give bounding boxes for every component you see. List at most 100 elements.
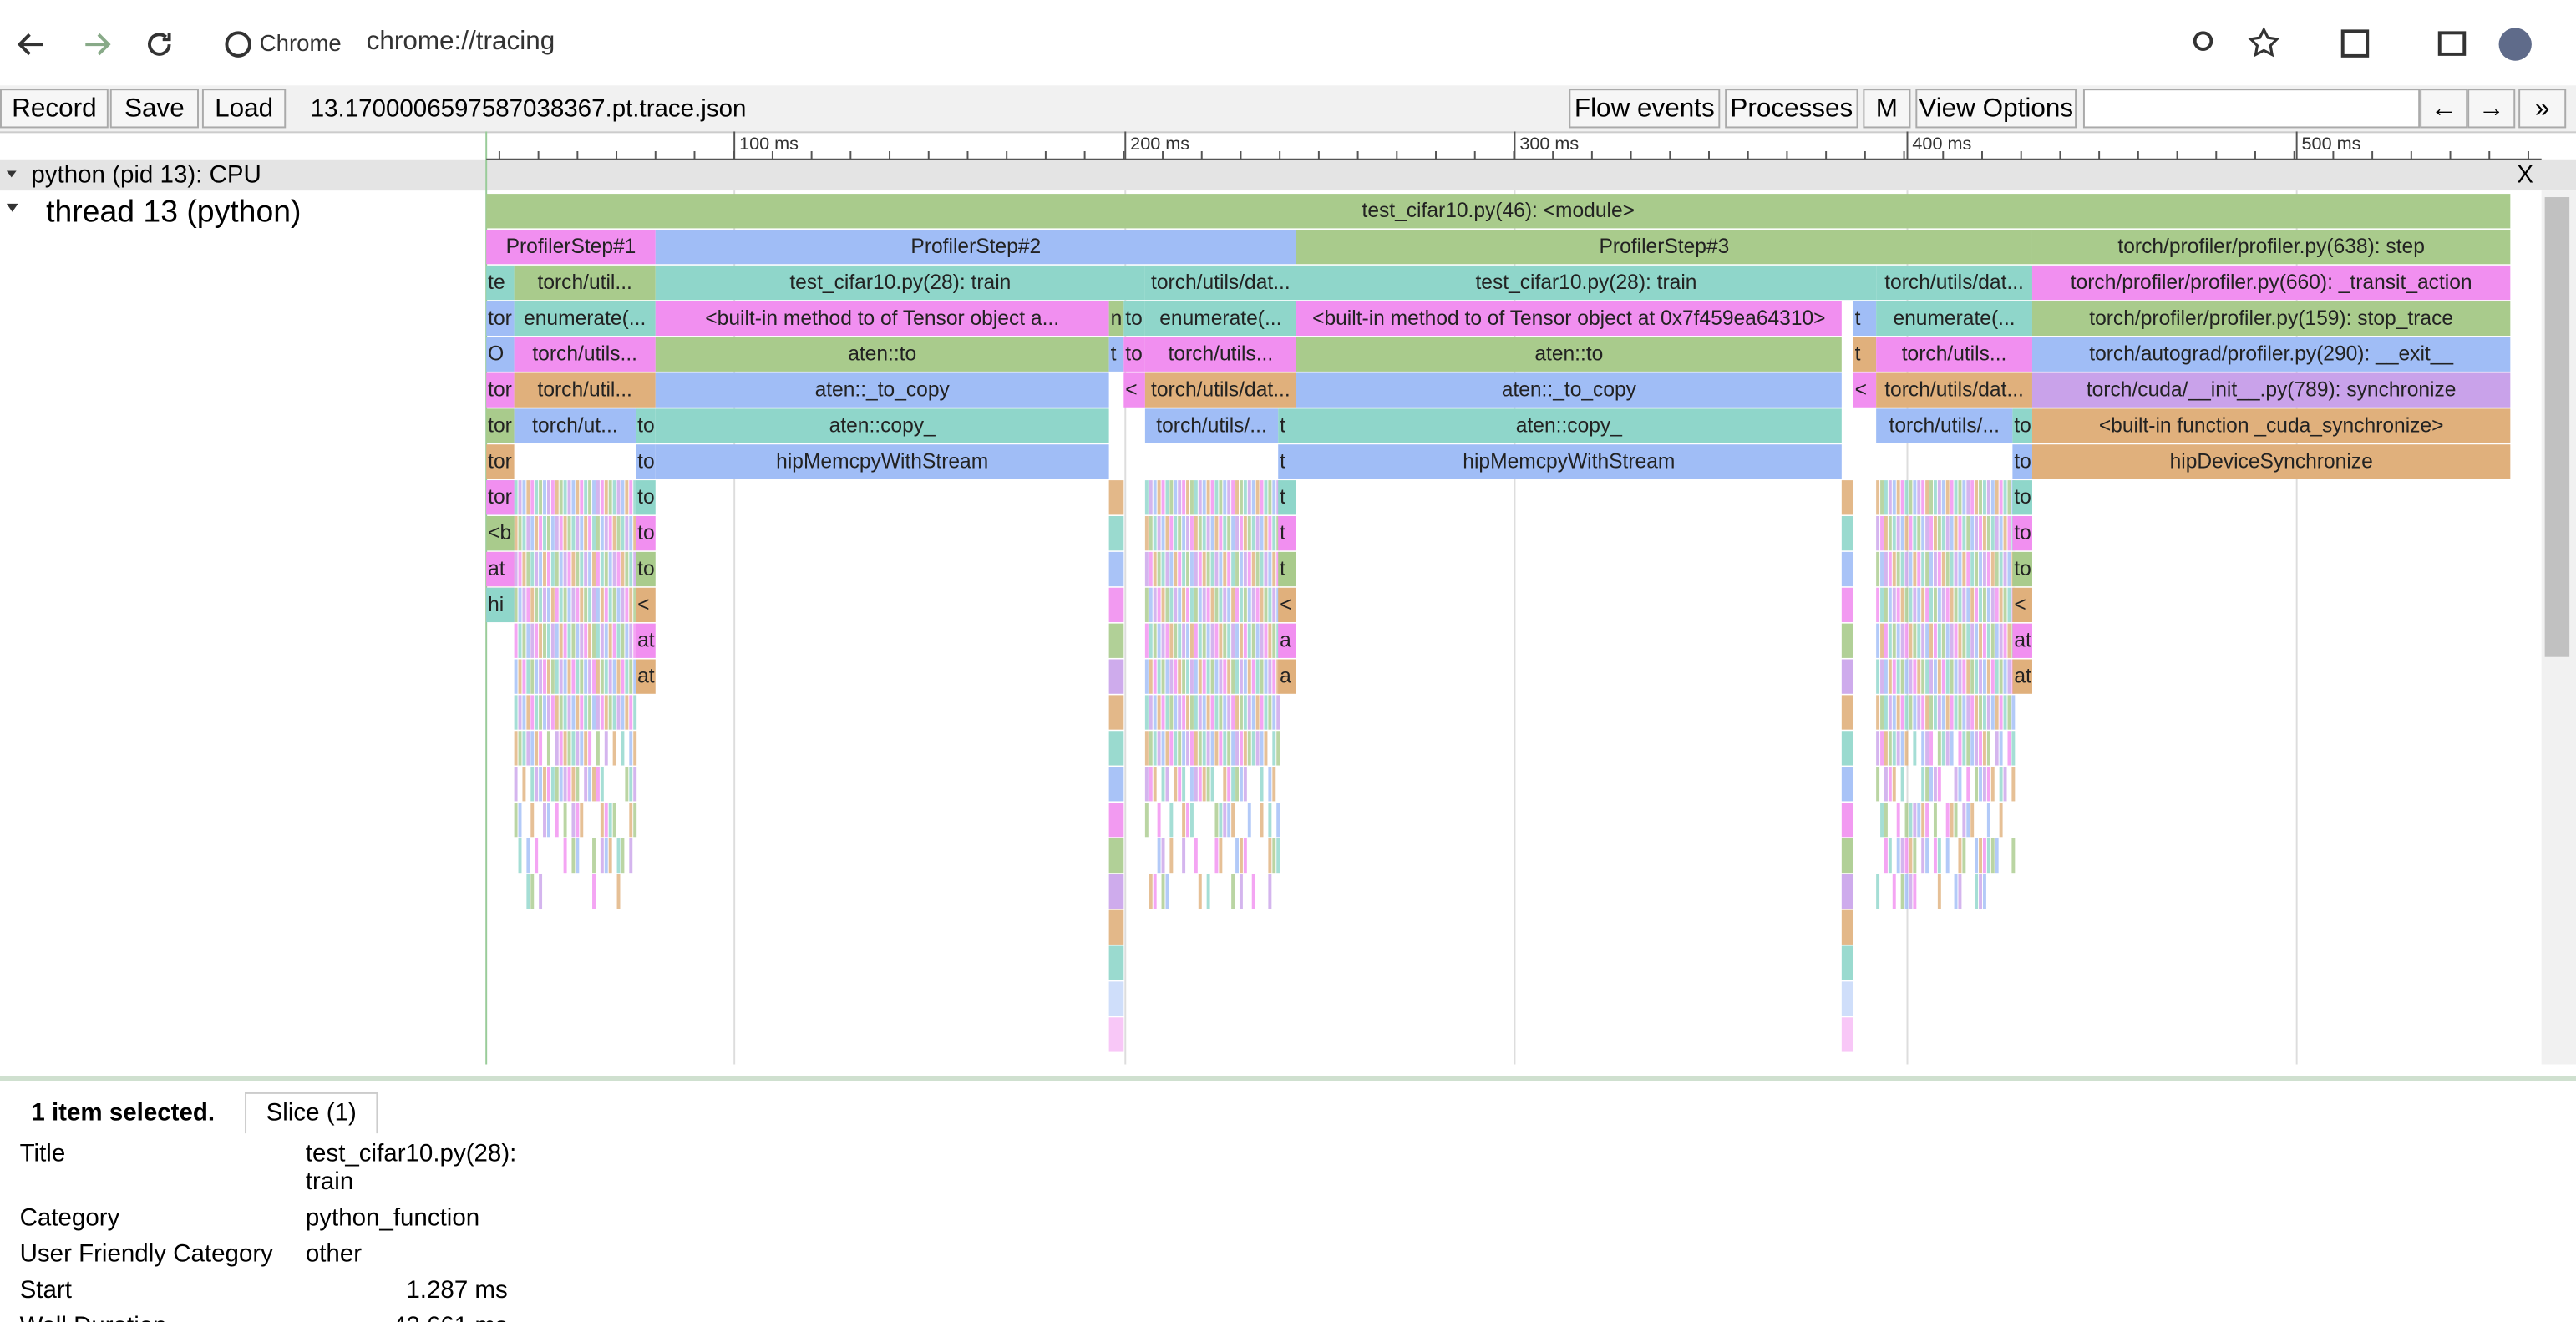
slice[interactable]: torch/utils...	[515, 337, 656, 372]
button[interactable]: ←	[2420, 89, 2467, 128]
slice[interactable]: t	[1853, 301, 1877, 336]
slice[interactable]: O	[486, 337, 514, 372]
forward[interactable]	[85, 34, 109, 54]
slice[interactable]: tor	[486, 480, 514, 514]
slice[interactable]: ProfilerStep#1	[486, 230, 656, 264]
reload[interactable]	[150, 33, 170, 54]
slice[interactable]: torch/utils/dat...	[1876, 372, 2032, 407]
side-panel[interactable]	[2440, 33, 2465, 54]
slice[interactable]: test_cifar10.py(28): train	[656, 266, 1145, 300]
slice[interactable]: hipMemcpyWithStream	[656, 444, 1109, 479]
slice[interactable]: torch/utils...	[1145, 337, 1296, 372]
button[interactable]: Load	[202, 89, 286, 128]
slice[interactable]: te	[486, 266, 514, 300]
slice[interactable]: test_cifar10.py(46): <module>	[486, 194, 2510, 228]
button[interactable]: Save	[110, 89, 199, 128]
slice[interactable]: to	[2012, 444, 2032, 479]
slice[interactable]: to	[636, 408, 656, 443]
slice[interactable]: <	[1853, 372, 1877, 407]
slice[interactable]: aten::_to_copy	[656, 372, 1109, 407]
slice[interactable]: at	[636, 659, 656, 693]
button[interactable]: View Options	[1915, 89, 2077, 128]
slice[interactable]: to	[2012, 480, 2032, 514]
slice[interactable]: torch/util...	[515, 372, 656, 407]
slice[interactable]: torch/utils...	[1876, 337, 2032, 372]
zoom[interactable]	[2195, 33, 2212, 49]
slice[interactable]: ProfilerStep#2	[656, 230, 1296, 264]
slice[interactable]: torch/utils/dat...	[1876, 266, 2032, 300]
slice[interactable]: torch/autograd/profiler.py(290): __exit_…	[2032, 337, 2510, 372]
slice[interactable]: at	[2012, 624, 2032, 658]
slice[interactable]: <built-in method to of Tensor object at …	[1296, 301, 1842, 336]
button[interactable]: »	[2518, 89, 2566, 128]
slice[interactable]: torch/profiler/profiler.py(638): step	[2032, 230, 2510, 264]
slice[interactable]: torch/utils/...	[1876, 408, 2012, 443]
slice[interactable]: test_cifar10.py(28): train	[1296, 266, 1876, 300]
button[interactable]: Flow events	[1569, 89, 1720, 128]
slice[interactable]: t	[1278, 408, 1296, 443]
slice[interactable]: a	[1278, 624, 1296, 658]
slice[interactable]: to	[1123, 337, 1145, 372]
slice[interactable]: t	[1278, 480, 1296, 514]
slice[interactable]: tor	[486, 372, 514, 407]
slice[interactable]: n	[1109, 301, 1124, 336]
slice[interactable]: tor	[486, 301, 514, 336]
slice[interactable]: <built-in function _cuda_synchronize>	[2032, 408, 2510, 443]
slice[interactable]: t	[1109, 337, 1124, 372]
slice[interactable]: at	[636, 624, 656, 658]
tab[interactable]: Slice (1)	[245, 1092, 378, 1133]
slice[interactable]: t	[1278, 552, 1296, 586]
slice[interactable]: enumerate(...	[1145, 301, 1296, 336]
slice[interactable]: aten::to	[1296, 337, 1842, 372]
slice[interactable]: t	[1278, 444, 1296, 479]
slice[interactable]: to	[636, 552, 656, 586]
slice[interactable]: aten::copy_	[656, 408, 1109, 443]
slice[interactable]: <	[636, 588, 656, 622]
slice[interactable]: hipMemcpyWithStream	[1296, 444, 1842, 479]
slice[interactable]: at	[486, 552, 514, 586]
slice[interactable]: enumerate(...	[515, 301, 656, 336]
slice[interactable]: to	[636, 516, 656, 550]
extensions[interactable]	[2343, 31, 2368, 56]
slice[interactable]: to	[2012, 552, 2032, 586]
profile[interactable]	[2499, 28, 2532, 60]
slice[interactable]: <	[1278, 588, 1296, 622]
slice[interactable]: hi	[486, 588, 514, 622]
slice[interactable]: <	[2012, 588, 2032, 622]
slice[interactable]: torch/profiler/profiler.py(159): stop_tr…	[2032, 301, 2510, 336]
slice[interactable]: <	[1123, 372, 1145, 407]
slice[interactable]: <b	[486, 516, 514, 550]
slice[interactable]: torch/utils/...	[1145, 408, 1278, 443]
slice[interactable]: torch/utils/dat...	[1145, 372, 1296, 407]
slice[interactable]: torch/profiler/profiler.py(660): _transi…	[2032, 266, 2510, 300]
slice[interactable]: tor	[486, 444, 514, 479]
slice[interactable]: to	[636, 480, 656, 514]
bookmark[interactable]	[2251, 29, 2277, 54]
slice[interactable]: torch/ut...	[515, 408, 636, 443]
slice[interactable]: to	[636, 444, 656, 479]
slice[interactable]: aten::to	[656, 337, 1109, 372]
slice[interactable]: a	[1278, 659, 1296, 693]
url[interactable]: chrome://tracing	[367, 28, 555, 57]
slice[interactable]: torch/cuda/__init__.py(789): synchronize	[2032, 372, 2510, 407]
slice[interactable]: <built-in method to of Tensor object a..…	[656, 301, 1109, 336]
button[interactable]: Record	[0, 89, 109, 128]
slice[interactable]: torch/util...	[515, 266, 656, 300]
slice[interactable]: aten::_to_copy	[1296, 372, 1842, 407]
back[interactable]	[20, 34, 43, 54]
slice[interactable]: t	[1853, 337, 1877, 372]
slice[interactable]: torch/utils/dat...	[1145, 266, 1296, 300]
search-box[interactable]	[2083, 89, 2420, 128]
slice[interactable]: t	[1278, 516, 1296, 550]
slice[interactable]: to	[2012, 408, 2032, 443]
slice[interactable]: aten::copy_	[1296, 408, 1842, 443]
slice[interactable]: to	[1123, 301, 1145, 336]
slice[interactable]: ProfilerStep#3	[1296, 230, 2032, 264]
slice[interactable]: enumerate(...	[1876, 301, 2032, 336]
slice[interactable]: at	[2012, 659, 2032, 693]
button[interactable]: →	[2467, 89, 2515, 128]
button[interactable]: M	[1863, 89, 1910, 128]
button[interactable]: Processes	[1725, 89, 1858, 128]
slice[interactable]: to	[2012, 516, 2032, 550]
slice[interactable]: tor	[486, 408, 514, 443]
